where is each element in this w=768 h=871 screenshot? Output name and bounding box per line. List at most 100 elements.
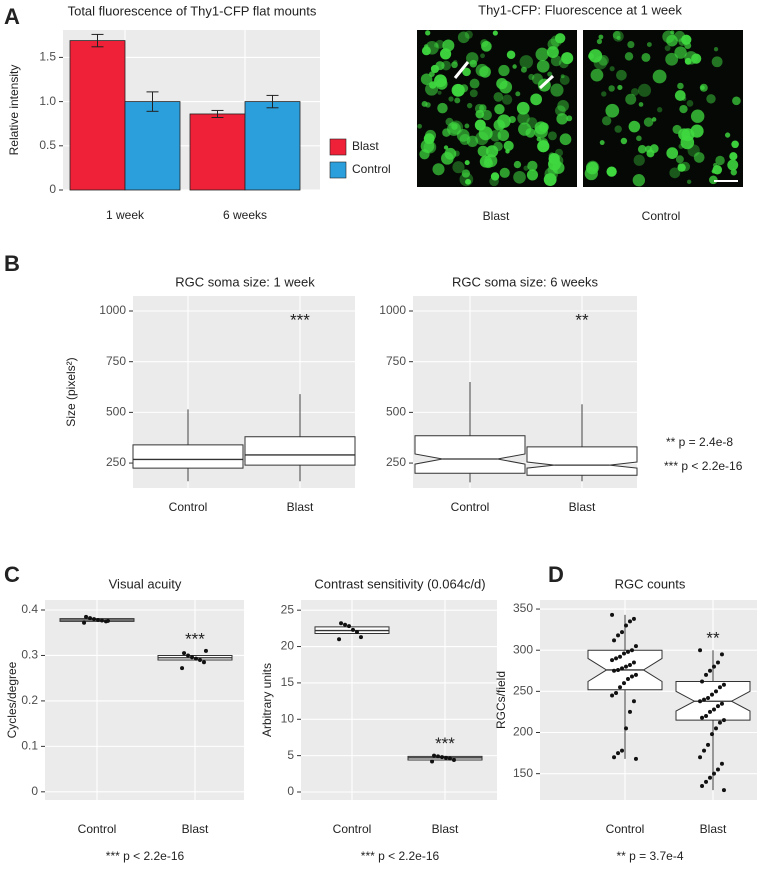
bar bbox=[69, 40, 126, 191]
cell bbox=[444, 147, 457, 160]
cell bbox=[727, 159, 739, 171]
y-tick-label: 200 bbox=[513, 725, 533, 739]
cell bbox=[425, 102, 431, 108]
point bbox=[698, 648, 703, 653]
y-tick-label: 250 bbox=[513, 684, 533, 698]
point bbox=[82, 620, 87, 625]
point bbox=[443, 755, 448, 760]
point bbox=[627, 663, 632, 668]
point bbox=[710, 692, 715, 697]
cell bbox=[527, 160, 538, 172]
chart-title: RGC counts bbox=[615, 576, 686, 591]
cell bbox=[614, 125, 622, 133]
cell bbox=[684, 51, 698, 65]
cell bbox=[538, 122, 549, 133]
chart-title: Total fluorescence of Thy1-CFP flat moun… bbox=[68, 3, 317, 18]
point bbox=[625, 649, 630, 654]
cell bbox=[709, 175, 718, 185]
cell bbox=[616, 69, 627, 81]
cell bbox=[436, 78, 448, 90]
cell bbox=[620, 137, 628, 145]
cell bbox=[686, 179, 692, 185]
cell bbox=[677, 163, 686, 172]
cell bbox=[474, 103, 485, 114]
point bbox=[186, 653, 191, 658]
point bbox=[622, 651, 627, 656]
cell bbox=[559, 75, 570, 85]
x-tick-label: Blast bbox=[182, 822, 209, 836]
point bbox=[715, 704, 720, 709]
cell bbox=[486, 145, 499, 158]
cell bbox=[425, 41, 439, 55]
cell bbox=[461, 169, 471, 178]
cell bbox=[598, 34, 604, 40]
significance-stars: *** bbox=[290, 310, 310, 329]
cell bbox=[437, 90, 442, 95]
cell bbox=[680, 135, 695, 150]
legend-label: Control bbox=[352, 162, 391, 176]
y-tick-label: 25 bbox=[281, 602, 295, 616]
point bbox=[713, 726, 718, 731]
cell bbox=[474, 119, 486, 131]
x-tick-label: Control bbox=[333, 822, 372, 836]
image-title: Thy1-CFP: Fluorescence at 1 week bbox=[478, 2, 682, 17]
cell bbox=[517, 111, 530, 125]
cell bbox=[617, 84, 623, 91]
chart-title: RGC soma size: 6 weeks bbox=[452, 274, 598, 289]
point bbox=[610, 612, 615, 617]
cell bbox=[633, 154, 645, 166]
cell bbox=[457, 31, 470, 44]
cell bbox=[651, 117, 657, 122]
box bbox=[244, 436, 356, 466]
cell bbox=[712, 165, 723, 175]
point bbox=[700, 715, 705, 720]
cell bbox=[480, 39, 489, 48]
cell bbox=[657, 107, 663, 113]
point bbox=[620, 630, 625, 635]
cell bbox=[588, 161, 599, 172]
cell bbox=[559, 133, 572, 146]
cell bbox=[632, 174, 646, 187]
point bbox=[618, 654, 623, 659]
point bbox=[622, 681, 627, 686]
point bbox=[616, 751, 621, 756]
point bbox=[704, 714, 709, 719]
cell bbox=[515, 91, 521, 97]
cell bbox=[447, 121, 461, 136]
cell bbox=[435, 39, 445, 49]
cell bbox=[477, 145, 489, 157]
panel-label: A bbox=[4, 4, 20, 29]
point bbox=[612, 668, 617, 673]
point bbox=[704, 779, 709, 784]
y-tick-label: 0 bbox=[287, 784, 294, 798]
cell bbox=[646, 42, 652, 47]
point bbox=[99, 618, 104, 623]
point bbox=[717, 685, 722, 690]
cell bbox=[550, 83, 564, 97]
box bbox=[414, 435, 526, 474]
y-tick-label: 500 bbox=[106, 405, 126, 419]
cell bbox=[480, 53, 485, 59]
cell bbox=[442, 39, 455, 52]
point bbox=[721, 788, 726, 793]
point bbox=[182, 651, 187, 656]
cell bbox=[599, 140, 605, 146]
point bbox=[710, 732, 715, 737]
significance-note: *** p < 2.2e-16 bbox=[106, 849, 185, 863]
point bbox=[633, 644, 638, 649]
significance-note: ** p = 3.7e-4 bbox=[616, 849, 683, 863]
point bbox=[702, 697, 707, 702]
point bbox=[451, 758, 456, 762]
cell bbox=[547, 71, 553, 77]
y-tick-label: 350 bbox=[513, 601, 533, 615]
cell bbox=[459, 172, 474, 187]
chart-title: Visual acuity bbox=[109, 576, 182, 591]
cell bbox=[664, 45, 671, 52]
point bbox=[610, 658, 615, 663]
point bbox=[700, 679, 705, 684]
point bbox=[354, 630, 359, 634]
cell bbox=[677, 163, 683, 168]
cell bbox=[625, 93, 637, 105]
point bbox=[612, 755, 617, 760]
significance-note: *** p < 2.2e-16 bbox=[664, 459, 743, 473]
